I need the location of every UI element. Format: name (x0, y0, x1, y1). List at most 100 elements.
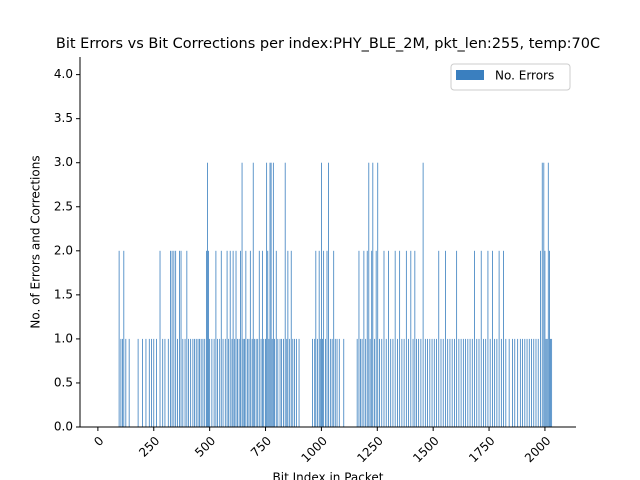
bar (241, 162, 243, 427)
bar (433, 338, 435, 427)
bar (314, 338, 316, 427)
bar (232, 250, 234, 427)
bar (283, 338, 284, 427)
x-tick-label: 0 (91, 434, 106, 449)
bar (381, 338, 383, 427)
bar (451, 338, 453, 427)
bar (257, 338, 259, 427)
bar (375, 250, 377, 427)
bar (436, 338, 437, 427)
bar (487, 250, 489, 427)
bar (120, 338, 122, 427)
bar (418, 338, 420, 427)
x-tick-label: 1250 (354, 434, 385, 465)
bar (467, 338, 469, 427)
bar (180, 250, 182, 427)
x-tick-label: 1500 (410, 434, 441, 465)
bar (447, 338, 449, 427)
bar (234, 338, 236, 427)
bar (403, 338, 405, 427)
bar (392, 338, 394, 427)
bar (440, 338, 442, 427)
bar (151, 338, 152, 427)
bar (328, 162, 329, 427)
bar (331, 338, 333, 427)
bar (251, 338, 253, 427)
bar (322, 338, 323, 427)
bar (290, 250, 292, 427)
y-axis-label: No. of Errors and Corrections (29, 155, 43, 328)
bar (287, 250, 289, 427)
bar (277, 338, 279, 427)
bar (208, 250, 209, 427)
bar (128, 338, 130, 427)
bar (394, 250, 396, 427)
bar (199, 338, 200, 427)
bar (329, 338, 331, 427)
bar (159, 250, 161, 427)
y-tick-label: 4.0 (54, 67, 73, 81)
bar (326, 250, 328, 427)
bar (258, 250, 260, 427)
bar (145, 338, 147, 427)
chart-title: Bit Errors vs Bit Corrections per index:… (56, 36, 600, 52)
bar (275, 250, 277, 427)
bar (252, 162, 254, 427)
legend-label: No. Errors (495, 69, 554, 83)
bar (281, 338, 283, 427)
bar (465, 338, 466, 427)
y-tick-label: 1.5 (54, 287, 73, 301)
bar (336, 338, 338, 427)
bar (460, 338, 462, 427)
bar (284, 162, 286, 427)
bar (365, 338, 367, 427)
legend-swatch (456, 70, 484, 80)
bar (442, 338, 444, 427)
bar (422, 162, 424, 427)
bar (207, 162, 208, 427)
bar (217, 338, 218, 427)
bar (202, 338, 204, 427)
bar (200, 338, 202, 427)
x-tick-label: 2000 (522, 434, 553, 465)
bar (125, 338, 127, 427)
bar (213, 338, 215, 427)
bar (366, 250, 368, 427)
bar (360, 338, 361, 427)
x-tick-label: 1750 (466, 434, 497, 465)
bar (118, 250, 120, 427)
bar (325, 338, 326, 427)
bar (454, 338, 455, 427)
bar (195, 338, 197, 427)
bar (247, 338, 249, 427)
bar (224, 338, 226, 427)
bar (410, 250, 412, 427)
bar (500, 338, 502, 427)
bar (272, 162, 274, 427)
bar (458, 338, 460, 427)
bar (289, 338, 291, 427)
bar (427, 338, 428, 427)
x-tick-label: 750 (248, 434, 274, 460)
bar (471, 338, 473, 427)
bar (449, 338, 451, 427)
bar (312, 338, 313, 427)
bar (237, 338, 238, 427)
y-tick-label: 0.5 (54, 375, 73, 389)
bar (315, 250, 317, 427)
bar (416, 338, 417, 427)
bar (429, 338, 431, 427)
bar (323, 250, 325, 427)
bar (498, 250, 500, 427)
bar (379, 338, 380, 427)
bar (162, 338, 164, 427)
bar (171, 250, 173, 427)
bar (137, 338, 139, 427)
bar (211, 338, 213, 427)
bar (334, 338, 336, 427)
bar (489, 338, 491, 427)
bar (543, 162, 545, 427)
bar (177, 338, 178, 427)
bar (242, 338, 244, 427)
bar (483, 338, 484, 427)
